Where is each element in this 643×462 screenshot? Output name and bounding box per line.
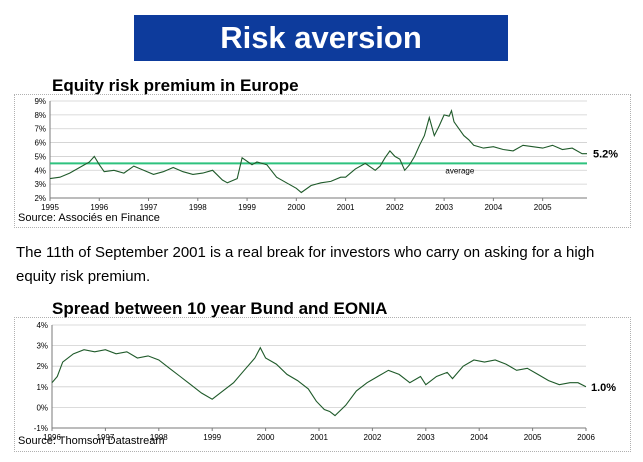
chart-source-equity-risk-premium: Source: Associés en Finance xyxy=(18,212,160,224)
spread-x-tick-label: 2004 xyxy=(470,433,488,442)
page-title-banner: Risk aversion xyxy=(134,15,508,61)
chart-title-bund-eonia-spread: Spread between 10 year Bund and EONIA xyxy=(52,299,388,318)
erp-y-tick-label: 6% xyxy=(34,139,46,148)
spread-x-tick-label: 2002 xyxy=(364,433,382,442)
spread-end-value-label: 1.0% xyxy=(591,382,616,394)
spread-x-tick-label: 2001 xyxy=(310,433,328,442)
erp-x-tick-label: 2005 xyxy=(534,203,552,212)
spread-x-tick-label: 1996 xyxy=(43,433,61,442)
erp-x-tick-label: 2002 xyxy=(386,203,404,212)
erp-y-tick-label: 2% xyxy=(34,194,46,203)
spread-y-tick-label: 2% xyxy=(36,362,48,371)
page-title: Risk aversion xyxy=(220,20,422,55)
spread-x-tick-label: 2003 xyxy=(417,433,435,442)
erp-x-tick-label: 1999 xyxy=(238,203,256,212)
erp-average-label: average xyxy=(445,166,474,175)
spread-x-tick-label: 2006 xyxy=(577,433,595,442)
erp-x-tick-label: 1998 xyxy=(189,203,207,212)
chart-frame-equity-risk-premium xyxy=(14,94,631,228)
erp-y-tick-label: 8% xyxy=(34,111,46,120)
spread-x-tick-label: 1998 xyxy=(150,433,168,442)
erp-x-tick-label: 2003 xyxy=(435,203,453,212)
spread-y-tick-label: 1% xyxy=(36,383,48,392)
erp-y-tick-label: 9% xyxy=(34,97,46,106)
chart-frame-bund-eonia-spread xyxy=(14,317,631,452)
caption-text: The 11th of September 2001 is a real bre… xyxy=(16,244,595,285)
erp-x-tick-label: 2004 xyxy=(484,203,502,212)
erp-y-tick-label: 7% xyxy=(34,125,46,134)
erp-x-tick-label: 2001 xyxy=(337,203,355,212)
erp-x-tick-label: 2000 xyxy=(287,203,305,212)
spread-x-tick-label: 1997 xyxy=(97,433,115,442)
erp-y-tick-label: 3% xyxy=(34,180,46,189)
chart-source-bund-eonia-spread: Source: Thomson Datastream xyxy=(18,435,165,447)
erp-x-tick-label: 1996 xyxy=(90,203,108,212)
spread-x-tick-label: 2000 xyxy=(257,433,275,442)
chart-title-equity-risk-premium: Equity risk premium in Europe xyxy=(52,76,299,95)
erp-x-tick-label: 1995 xyxy=(41,203,59,212)
spread-series-line xyxy=(51,346,587,417)
erp-y-tick-label: 5% xyxy=(34,152,46,161)
spread-x-tick-label: 2005 xyxy=(524,433,542,442)
spread-y-tick-label: 3% xyxy=(36,342,48,351)
erp-x-tick-label: 1997 xyxy=(140,203,158,212)
erp-series-line xyxy=(49,108,587,194)
erp-end-value-label: 5.2% xyxy=(593,149,618,161)
spread-y-tick-label: 0% xyxy=(36,403,48,412)
spread-x-tick-label: 1999 xyxy=(203,433,221,442)
spread-y-tick-label: -1% xyxy=(34,424,48,433)
erp-y-tick-label: 4% xyxy=(34,166,46,175)
spread-y-tick-label: 4% xyxy=(36,321,48,330)
